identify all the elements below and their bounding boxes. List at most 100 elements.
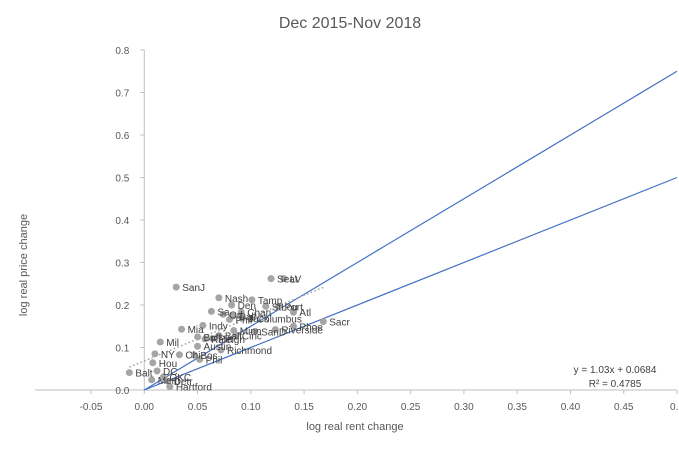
y-axis-label: log real price change xyxy=(18,214,30,316)
data-point xyxy=(194,342,202,350)
data-point xyxy=(207,307,215,315)
trendline xyxy=(129,286,324,368)
point-label: Riverside xyxy=(281,326,323,337)
data-point xyxy=(164,377,172,385)
x-tick-label: 0.40 xyxy=(561,402,581,413)
x-tick-label: 0.20 xyxy=(348,402,368,413)
point-label: DC xyxy=(163,367,177,378)
point-label: Mil xyxy=(166,338,179,349)
point-label: StLou xyxy=(272,302,298,313)
point-label: Bos xyxy=(200,351,217,362)
y-tick-label: 0.6 xyxy=(115,131,129,142)
point-label: Mem xyxy=(158,376,180,387)
trendline-equation: y = 1.03x + 0.0684 xyxy=(574,365,657,376)
data-point xyxy=(271,326,279,334)
data-point xyxy=(166,383,174,391)
x-tick-label: 0.10 xyxy=(241,402,261,413)
point-label: Jack xyxy=(248,314,270,325)
point-label: Raleigh xyxy=(211,335,245,346)
x-tick-label: 0.15 xyxy=(294,402,314,413)
point-label: Columbus xyxy=(257,315,302,326)
data-point xyxy=(148,376,156,384)
point-label: OKC xyxy=(169,373,191,384)
data-point xyxy=(215,332,223,340)
y-tick-label: 0.0 xyxy=(115,386,129,397)
data-point xyxy=(201,335,209,343)
point-label: Sa xyxy=(217,307,230,318)
point-label: Phoe xyxy=(299,322,323,333)
y-tick-label: 0.4 xyxy=(115,216,129,227)
point-label: Austin xyxy=(204,342,232,353)
reference-line-2 xyxy=(144,176,678,391)
point-label: SanD xyxy=(261,327,286,338)
trendline-group xyxy=(129,286,324,368)
x-tick-label: -0.05 xyxy=(80,402,103,413)
data-point xyxy=(275,303,283,311)
point-label: SanJ xyxy=(182,283,205,294)
point-label: Tamp xyxy=(258,296,283,307)
point-label: Chi xyxy=(185,351,200,362)
data-point xyxy=(208,335,216,343)
point-label: Atl xyxy=(299,308,311,319)
data-points xyxy=(125,275,327,391)
point-label: Chan xyxy=(247,308,271,319)
x-tick-label: 0.45 xyxy=(614,402,634,413)
point-label: Hartford xyxy=(176,383,212,394)
chart-title: Dec 2015-Nov 2018 xyxy=(279,15,421,32)
x-axis-label: log real rent change xyxy=(306,421,403,433)
data-point xyxy=(215,294,223,302)
data-point xyxy=(267,275,275,283)
y-tick-label: 0.7 xyxy=(115,89,129,100)
data-point xyxy=(319,318,327,326)
data-point xyxy=(194,333,202,341)
data-point xyxy=(247,315,255,323)
point-label: Buff xyxy=(204,333,222,344)
point-label: Port xyxy=(285,303,304,314)
point-label: Cinc xyxy=(242,332,262,343)
point-label: Phil xyxy=(206,355,223,366)
point-label: Den xyxy=(238,301,256,312)
point-label: Minn xyxy=(240,327,262,338)
data-point xyxy=(151,350,159,358)
y-tick-label: 0.8 xyxy=(115,46,129,57)
point-label: Balt xyxy=(135,369,152,380)
data-point xyxy=(190,351,198,359)
y-axis: 0.0 0.1 0.2 0.3 0.4 0.5 0.6 0.7 0.8 xyxy=(115,46,145,397)
point-label: Mia xyxy=(188,325,205,336)
point-label: Dall xyxy=(239,312,256,323)
data-point xyxy=(196,355,204,363)
data-point xyxy=(159,373,167,381)
point-label: NY xyxy=(161,350,175,361)
data-point xyxy=(125,369,133,377)
point-label: Nash xyxy=(225,294,248,305)
x-tick-label: 0.00 xyxy=(135,402,155,413)
trendline-r-squared: R² = 0.4785 xyxy=(589,379,642,390)
x-tick-label: 0.25 xyxy=(401,402,421,413)
x-tick-label: 0.30 xyxy=(454,402,474,413)
data-point xyxy=(149,359,157,367)
y-tick-label: 0.5 xyxy=(115,174,129,185)
data-point xyxy=(178,325,186,333)
point-label: Orl xyxy=(229,310,242,321)
data-point xyxy=(172,283,180,291)
data-point xyxy=(248,296,256,304)
point-label: Detr xyxy=(174,377,194,388)
point-label: Sacr xyxy=(329,318,350,329)
data-point xyxy=(175,351,183,359)
point-label: Hou xyxy=(159,359,177,370)
y-tick-label: 0.2 xyxy=(115,301,129,312)
data-point xyxy=(237,308,245,316)
data-point xyxy=(280,275,288,283)
x-axis: -0.05 0.00 0.05 0.10 0.15 0.20 0.25 0.30 0.35 0.4… xyxy=(35,389,679,413)
data-point xyxy=(262,302,270,310)
data-point xyxy=(289,322,297,330)
x-tick-label: 0.05 xyxy=(188,402,208,413)
data-point xyxy=(228,301,236,309)
data-point xyxy=(232,332,240,340)
data-point xyxy=(156,338,164,346)
point-label: Seat xyxy=(277,275,298,286)
data-point xyxy=(199,321,207,329)
x-tick-label: 0.5 xyxy=(670,402,679,413)
x-tick-label: 0.35 xyxy=(507,402,527,413)
